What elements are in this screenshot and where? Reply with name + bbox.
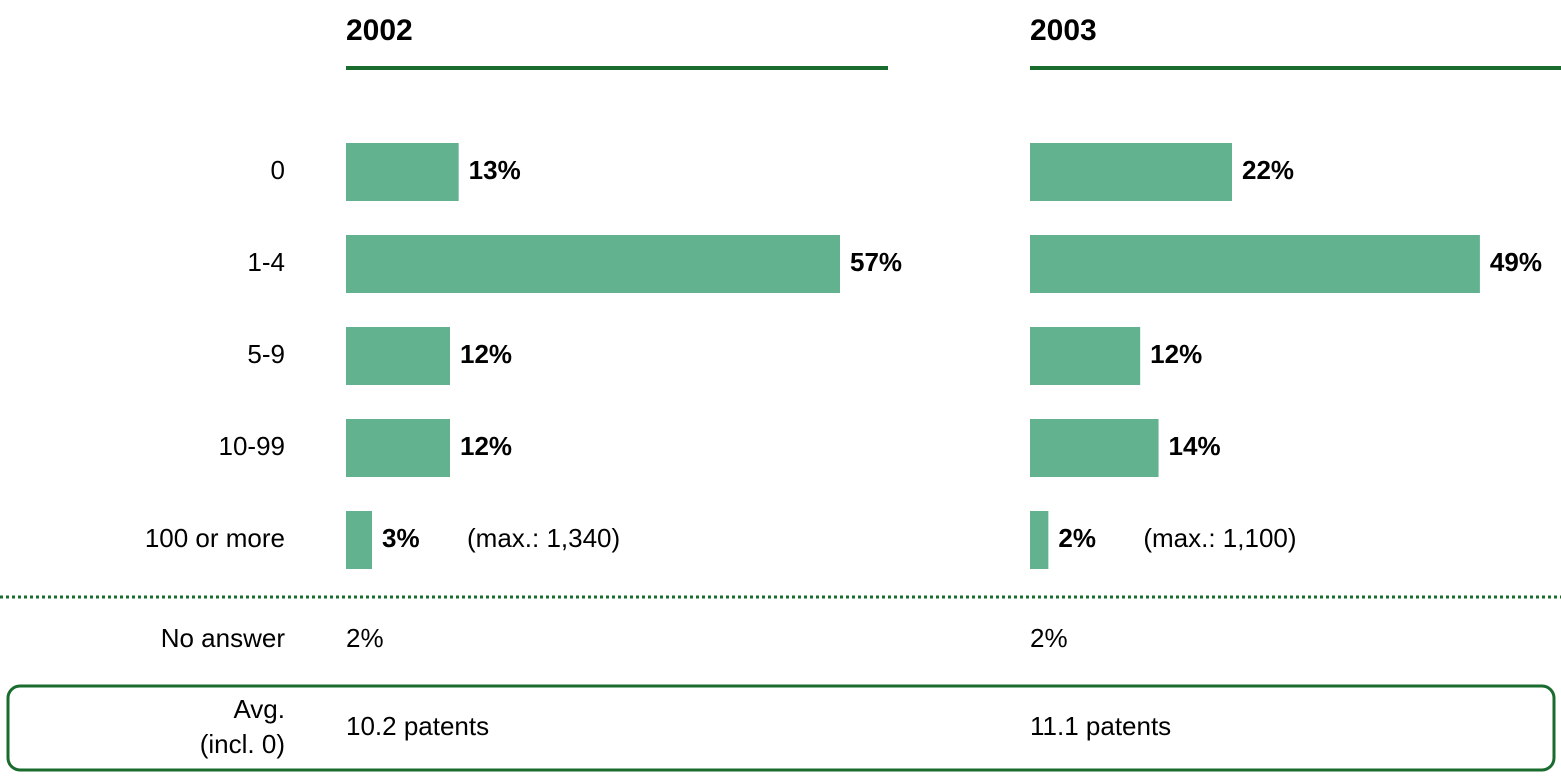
- value-label: 14%: [1169, 431, 1221, 461]
- average-box: [6, 684, 1556, 772]
- value-label: 13%: [469, 155, 521, 185]
- average-label: (incl. 0): [200, 729, 285, 759]
- category-label: 100 or more: [145, 523, 285, 553]
- bar: [1030, 511, 1049, 569]
- value-label: 12%: [460, 339, 512, 369]
- bar: [1030, 143, 1232, 201]
- value-label: 57%: [850, 247, 902, 277]
- bar: [346, 511, 372, 569]
- panel-title: 2003: [1030, 14, 1097, 47]
- value-label: 3%: [382, 523, 420, 553]
- no-answer-value: 2%: [1030, 623, 1068, 653]
- bar: [1030, 235, 1480, 293]
- annotation: (max.: 1,340): [467, 523, 620, 553]
- value-label: 2%: [1058, 523, 1096, 553]
- panel-title: 2002: [346, 14, 413, 47]
- no-answer-value: 2%: [346, 623, 384, 653]
- category-label: 5-9: [247, 339, 285, 369]
- bar: [1030, 327, 1141, 385]
- average-value: 11.1 patents: [1030, 711, 1171, 741]
- value-label: 22%: [1242, 155, 1294, 185]
- value-label: 12%: [460, 431, 512, 461]
- category-label: 1-4: [247, 247, 285, 277]
- bar: [346, 143, 459, 201]
- annotation: (max.: 1,100): [1143, 523, 1296, 553]
- no-answer-label: No answer: [161, 623, 286, 653]
- value-label: 12%: [1150, 339, 1202, 369]
- category-label: 10-99: [219, 431, 286, 461]
- bar: [346, 235, 840, 293]
- average-label: Avg.: [233, 694, 285, 724]
- bar: [346, 419, 450, 477]
- value-label: 49%: [1490, 247, 1542, 277]
- average-value: 10.2 patents: [346, 711, 489, 741]
- bar: [1030, 419, 1159, 477]
- category-label: 0: [271, 155, 285, 185]
- bar: [346, 327, 450, 385]
